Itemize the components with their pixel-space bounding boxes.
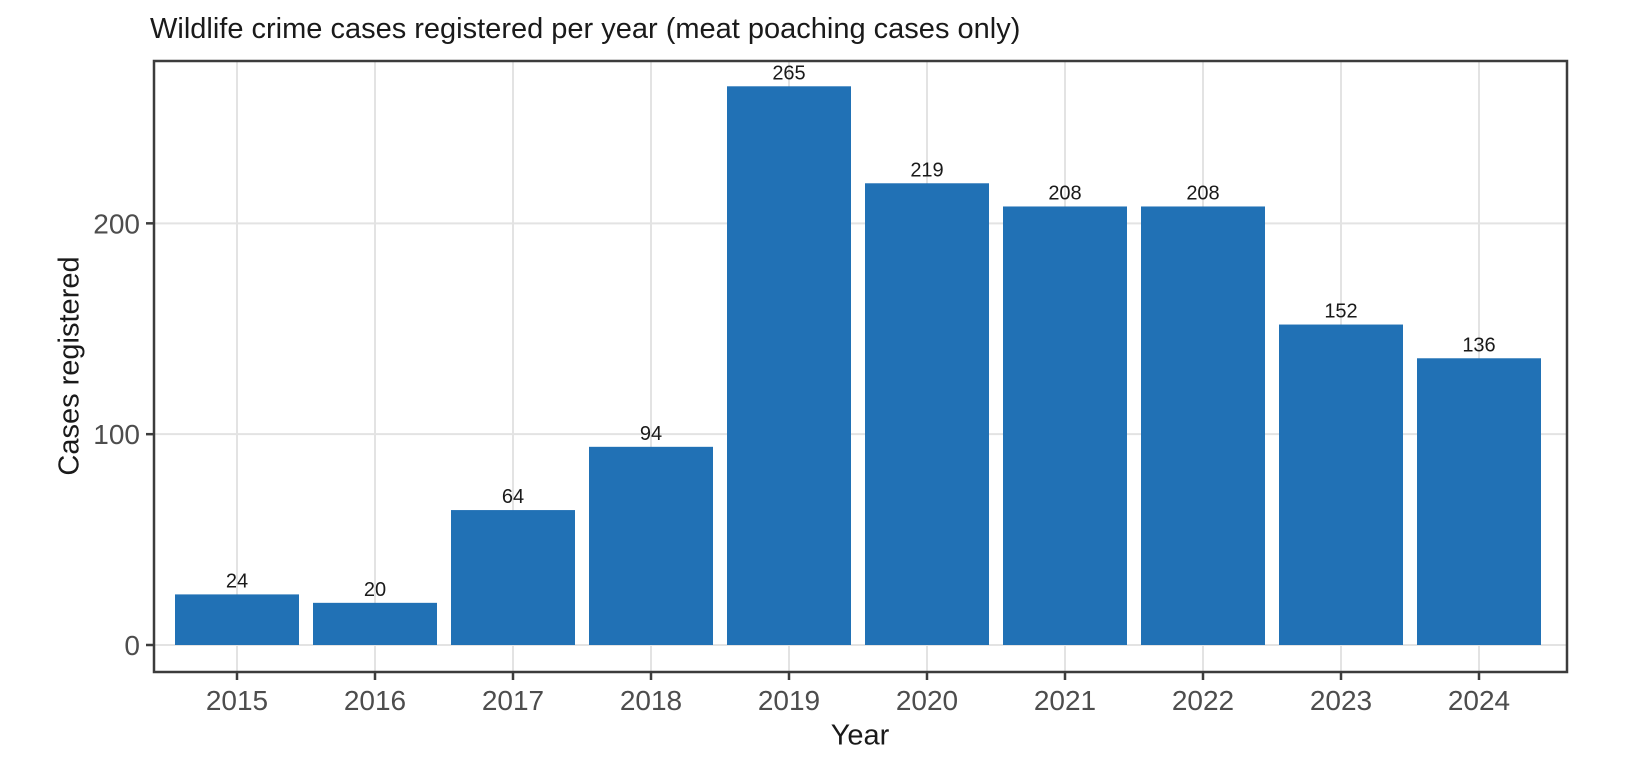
chart-title: Wildlife crime cases registered per year…	[150, 13, 1021, 45]
bar-value-label: 136	[1462, 334, 1495, 356]
bar-2024	[1417, 358, 1541, 645]
x-tick-label: 2021	[1034, 685, 1096, 716]
bar-value-label: 208	[1048, 182, 1081, 204]
bar-2020	[865, 183, 989, 645]
bar-value-label: 24	[226, 570, 248, 592]
x-tick-label: 2020	[896, 685, 958, 716]
bar-value-label: 64	[502, 486, 524, 508]
bar-2022	[1141, 206, 1265, 645]
y-tick-label: 200	[93, 208, 140, 239]
bar-value-label: 20	[364, 579, 386, 601]
bar-2019	[727, 86, 851, 646]
bar-2016	[313, 602, 437, 645]
x-tick-label: 2022	[1172, 685, 1234, 716]
x-tick-label: 2015	[206, 685, 268, 716]
x-tick-label: 2018	[620, 685, 682, 716]
x-tick-label: 2017	[482, 685, 544, 716]
x-tick-label: 2024	[1448, 685, 1510, 716]
x-tick-label: 2023	[1310, 685, 1372, 716]
bar-2017	[451, 510, 575, 645]
bar-2018	[589, 446, 713, 645]
bar-value-label: 219	[910, 159, 943, 181]
bar-value-label: 94	[640, 423, 662, 445]
bar-2023	[1279, 324, 1403, 645]
y-tick-label: 0	[124, 630, 140, 661]
y-tick-label: 100	[93, 419, 140, 450]
y-axis-title: Cases registered	[53, 256, 86, 476]
x-axis-title: Year	[830, 719, 890, 752]
bar-2015	[175, 594, 299, 645]
bar-value-label: 208	[1186, 182, 1219, 204]
x-tick-label: 2016	[344, 685, 406, 716]
x-tick-label: 2019	[758, 685, 820, 716]
bar-2021	[1003, 206, 1127, 645]
bar-value-label: 265	[772, 62, 805, 84]
panel-border	[152, 59, 1569, 674]
bar-value-label: 152	[1324, 301, 1357, 323]
